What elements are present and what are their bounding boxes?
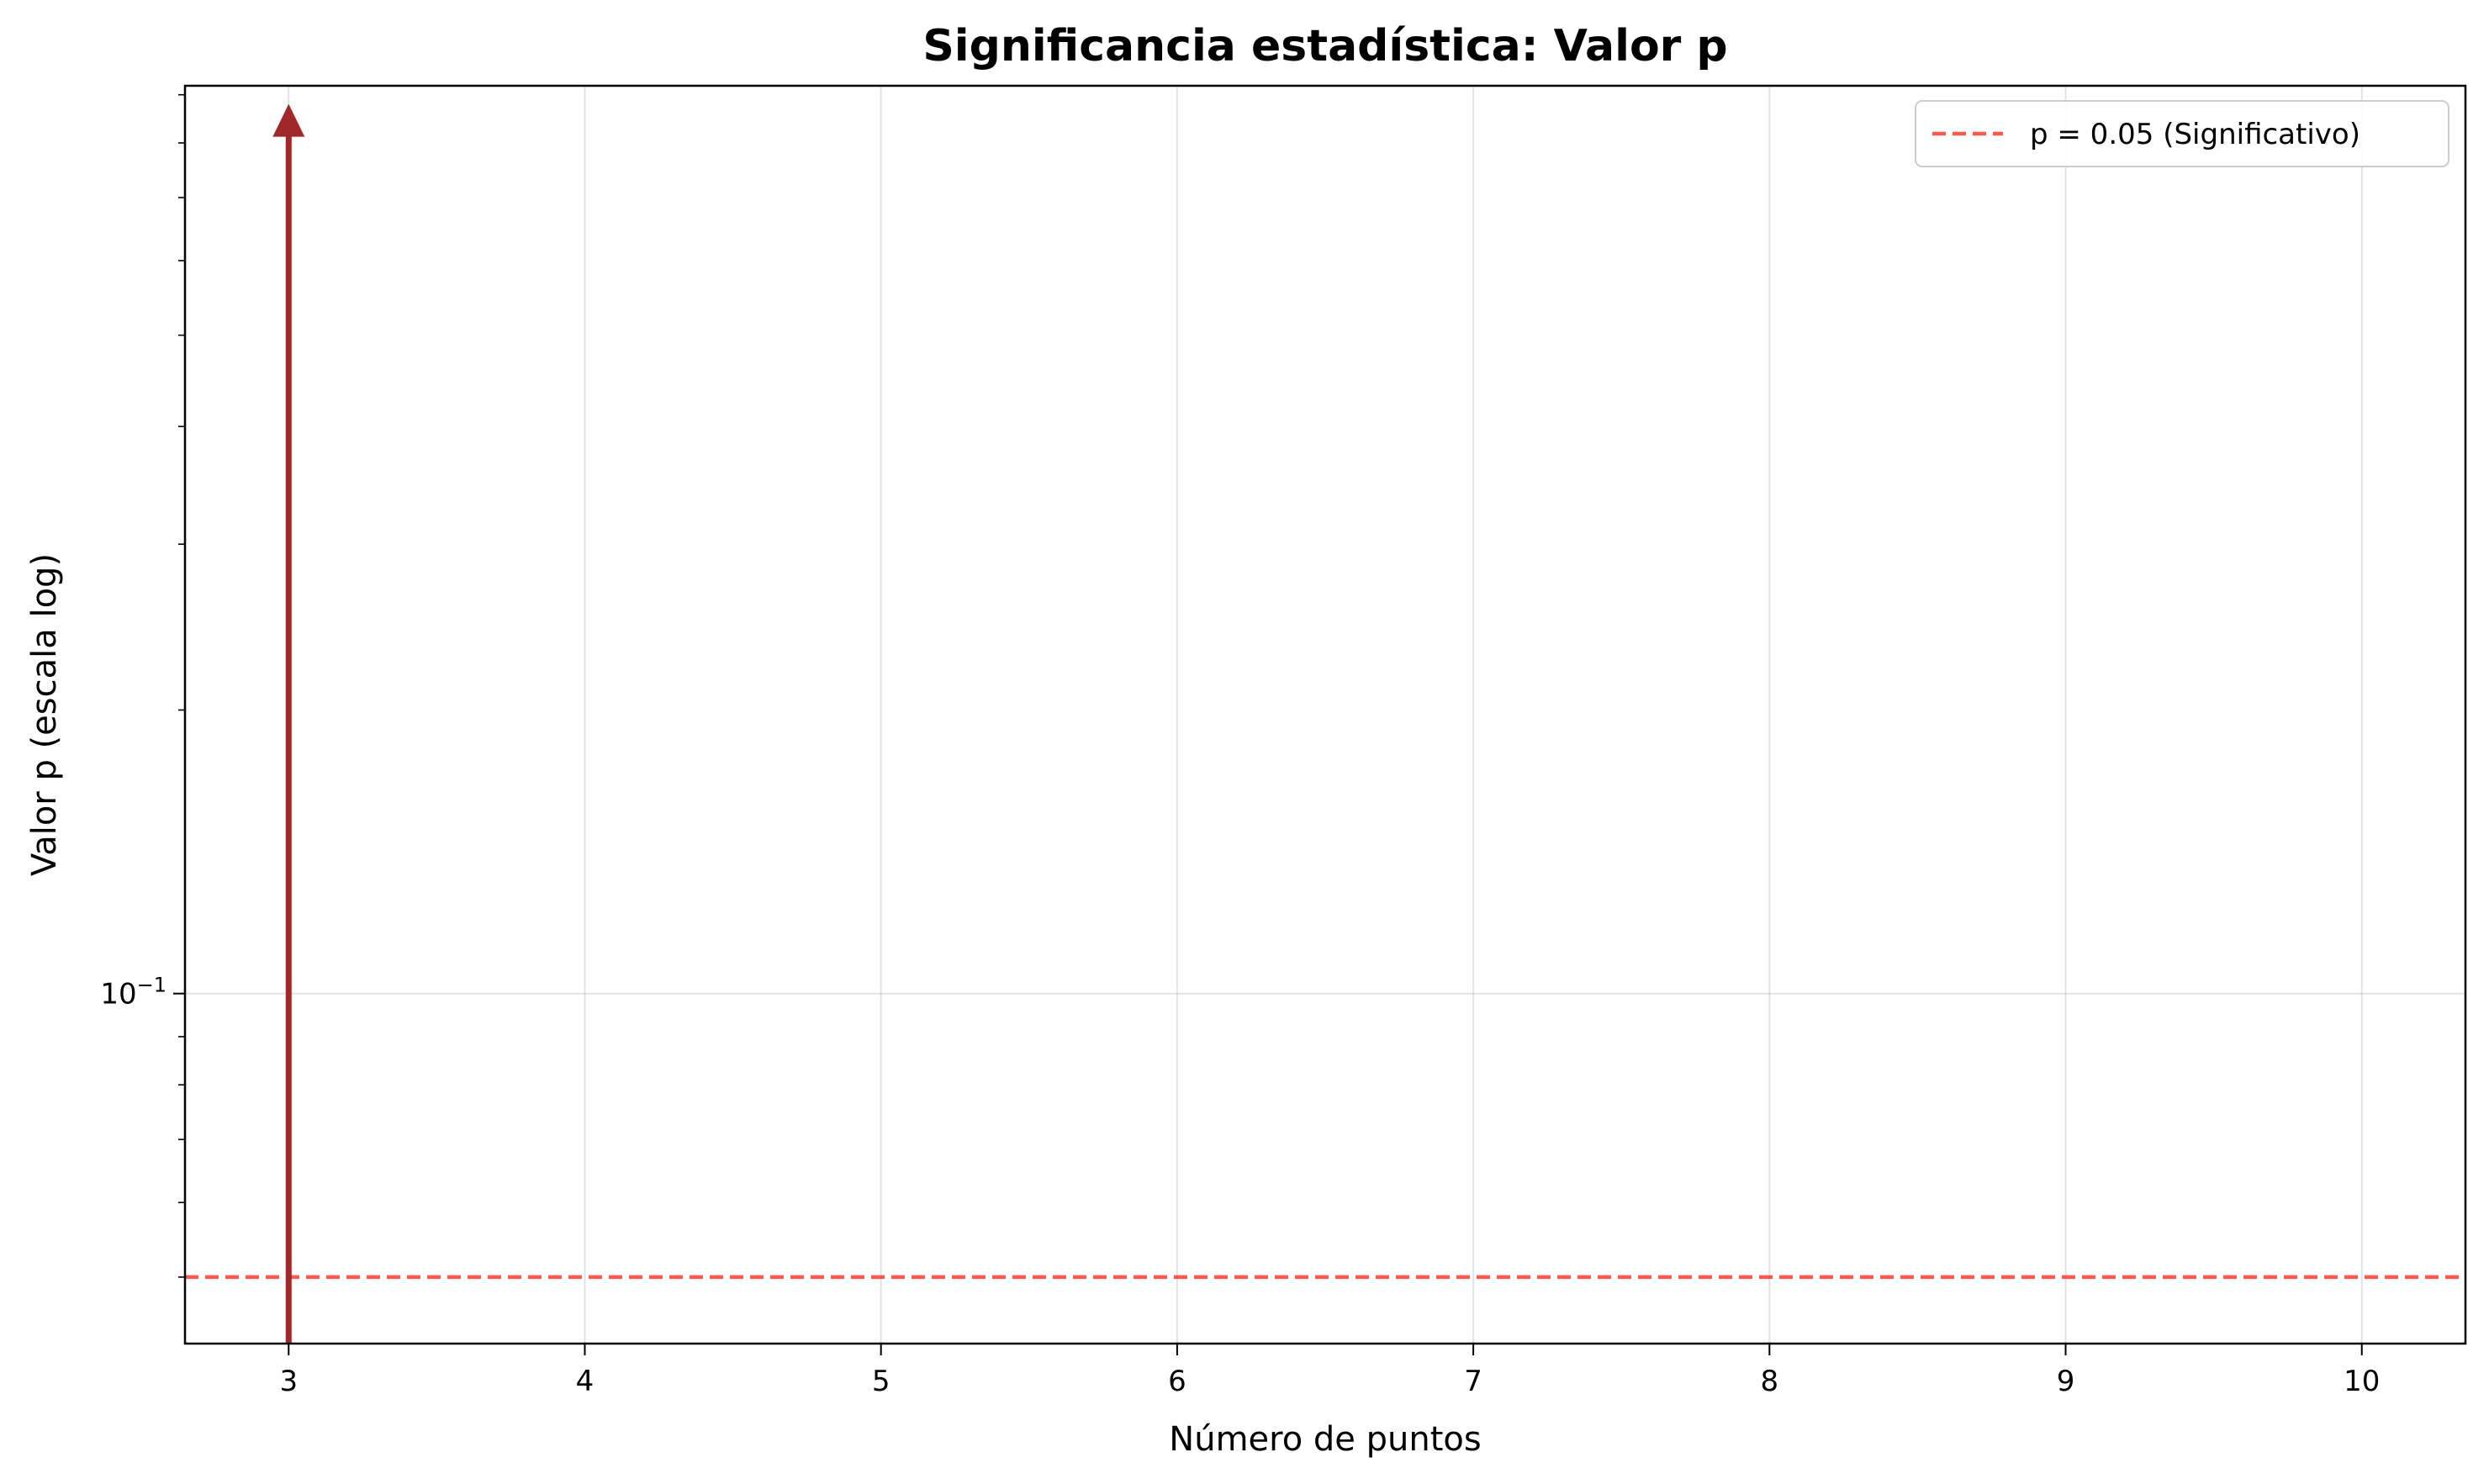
- legend: p = 0.05 (Significativo): [1915, 100, 2449, 167]
- legend-label-threshold: p = 0.05 (Significativo): [2030, 118, 2360, 151]
- x-tick-label: 5: [872, 1365, 890, 1398]
- plot-data: [185, 103, 2465, 1344]
- legend-box: [1915, 100, 2449, 167]
- y-axis-label: Valor p (escala log): [25, 553, 64, 876]
- plot-frame: [183, 84, 2467, 1345]
- x-tick-label: 9: [2057, 1365, 2075, 1398]
- grid: [185, 86, 2465, 1344]
- x-tick-label: 7: [1464, 1365, 1482, 1398]
- x-tick-label: 3: [279, 1365, 298, 1398]
- x-tick-label: 8: [1760, 1365, 1778, 1398]
- series-arrowhead: [272, 103, 305, 137]
- x-tick-label: 6: [1168, 1365, 1186, 1398]
- y-tick-label: 10−1: [100, 974, 166, 1011]
- x-tick-label: 10: [2344, 1365, 2380, 1398]
- chart-title: Significancia estadística: Valor p: [922, 21, 1727, 71]
- x-axis-label: Número de puntos: [1169, 1420, 1481, 1459]
- axis-ticks: 3 4 5 6 7 8 9 10 10−1: [100, 93, 2380, 1398]
- x-tick-label: 4: [576, 1365, 595, 1398]
